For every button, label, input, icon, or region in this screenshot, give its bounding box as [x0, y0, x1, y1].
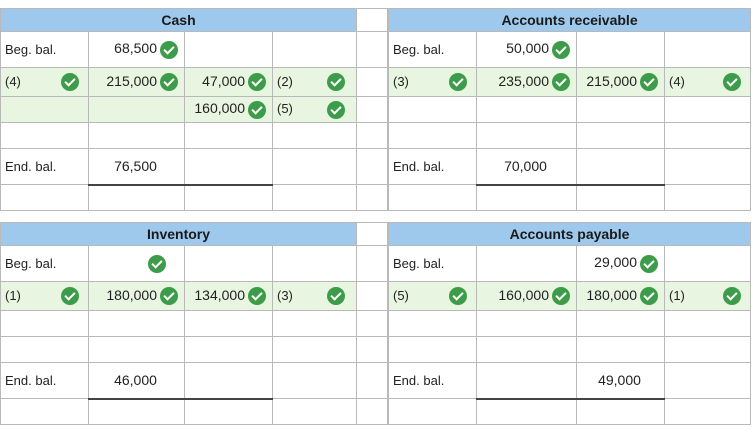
check-circle-icon: [552, 287, 570, 306]
ap-end-debit[interactable]: [476, 362, 577, 400]
inventory-beg-label: Beg. bal.: [0, 245, 89, 282]
inventory-end-ref[interactable]: [271, 362, 358, 399]
cash-row2-credit[interactable]: 160,000: [184, 96, 273, 123]
cash-row2-cref[interactable]: (5): [271, 96, 358, 123]
ar-row1-credit[interactable]: 215,000: [576, 67, 665, 97]
cash-beg-credit[interactable]: [184, 31, 273, 68]
check-circle-icon: [148, 254, 166, 273]
ap-beg-label: Beg. bal.: [388, 245, 477, 282]
check-circle-icon: [248, 73, 266, 92]
check-circle-icon: [326, 73, 345, 92]
inventory-row1-debit[interactable]: 180,000: [88, 281, 185, 311]
cash-title: Cash: [0, 8, 358, 32]
inventory-t-account: Inventory Beg. bal. (1) 180,000 134,000 …: [0, 222, 358, 425]
ar-beg-debit[interactable]: 50,000: [476, 31, 577, 68]
spacer-column-lower: [356, 222, 388, 425]
ar-row1-debit[interactable]: 235,000: [476, 67, 577, 97]
inventory-beg-debit[interactable]: [88, 245, 185, 282]
ar-end-ref[interactable]: [663, 148, 752, 185]
cash-end-debit[interactable]: 76,500: [88, 148, 185, 186]
ar-beg-label: Beg. bal.: [388, 31, 477, 68]
ap-beg-ref[interactable]: [663, 245, 752, 282]
check-circle-icon: [640, 287, 658, 306]
inventory-end-label: End. bal.: [0, 362, 89, 399]
cash-beg-ref[interactable]: [271, 31, 358, 68]
check-circle-icon: [448, 287, 467, 306]
ap-row1-debit[interactable]: 160,000: [476, 281, 577, 311]
inventory-beg-credit[interactable]: [184, 245, 273, 282]
ar-beg-ref[interactable]: [663, 31, 752, 68]
cash-end-label: End. bal.: [0, 148, 89, 185]
cash-row1-cref[interactable]: (2): [271, 67, 358, 97]
check-circle-icon: [448, 73, 467, 92]
cash-row2-ref[interactable]: [0, 96, 89, 123]
check-circle-icon: [640, 73, 658, 92]
cash-row1-debit[interactable]: 215,000: [88, 67, 185, 97]
check-circle-icon: [248, 287, 266, 306]
inventory-end-debit[interactable]: 46,000: [88, 362, 185, 400]
inventory-row1-credit[interactable]: 134,000: [184, 281, 273, 311]
check-circle-icon: [722, 73, 741, 92]
ap-row1-credit[interactable]: 180,000: [576, 281, 665, 311]
ar-row1-cref[interactable]: (4): [663, 67, 752, 97]
ap-row1-cref[interactable]: (1): [663, 281, 752, 311]
inventory-row1-ref[interactable]: (1): [0, 281, 89, 311]
inventory-beg-ref[interactable]: [271, 245, 358, 282]
check-circle-icon: [552, 73, 570, 92]
ap-row1-ref[interactable]: (5): [388, 281, 477, 311]
ap-end-label: End. bal.: [388, 362, 477, 399]
ap-end-ref[interactable]: [663, 362, 752, 399]
ap-beg-credit[interactable]: 29,000: [576, 245, 665, 282]
check-circle-icon: [60, 73, 79, 92]
check-circle-icon: [248, 100, 266, 119]
cash-beg-debit[interactable]: 68,500: [88, 31, 185, 68]
ap-end-credit[interactable]: 49,000: [576, 362, 665, 400]
ar-end-debit[interactable]: 70,000: [476, 148, 577, 186]
inventory-title: Inventory: [0, 222, 358, 246]
cash-beg-label: Beg. bal.: [0, 31, 89, 68]
spacer-column: [356, 8, 388, 211]
ap-title: Accounts payable: [387, 222, 752, 246]
check-circle-icon: [60, 287, 79, 306]
inventory-row1-cref[interactable]: (3): [271, 281, 358, 311]
ap-t-account: Accounts payable Beg. bal. 29,000 (5) 16…: [387, 222, 752, 425]
check-circle-icon: [326, 100, 345, 119]
ar-end-label: End. bal.: [388, 148, 477, 185]
cash-end-credit[interactable]: [184, 148, 273, 186]
ar-title: Accounts receivable: [387, 8, 752, 32]
check-circle-icon: [722, 287, 741, 306]
check-circle-icon: [640, 254, 658, 273]
check-circle-icon: [552, 40, 570, 59]
cash-row1-credit[interactable]: 47,000: [184, 67, 273, 97]
check-circle-icon: [326, 287, 345, 306]
check-circle-icon: [160, 40, 178, 59]
ar-beg-credit[interactable]: [576, 31, 665, 68]
cash-t-account: Cash Beg. bal. 68,500 (4) 215,000 47,000…: [0, 8, 358, 211]
ap-beg-debit[interactable]: [476, 245, 577, 282]
inventory-end-credit[interactable]: [184, 362, 273, 400]
check-circle-icon: [160, 73, 178, 92]
ar-row1-ref[interactable]: (3): [388, 67, 477, 97]
ar-end-credit[interactable]: [576, 148, 665, 186]
cash-row1-ref[interactable]: (4): [0, 67, 89, 97]
cash-end-ref[interactable]: [271, 148, 358, 185]
check-circle-icon: [160, 287, 178, 306]
ar-t-account: Accounts receivable Beg. bal. 50,000 (3)…: [387, 8, 752, 211]
cash-row2-debit[interactable]: [88, 96, 185, 123]
